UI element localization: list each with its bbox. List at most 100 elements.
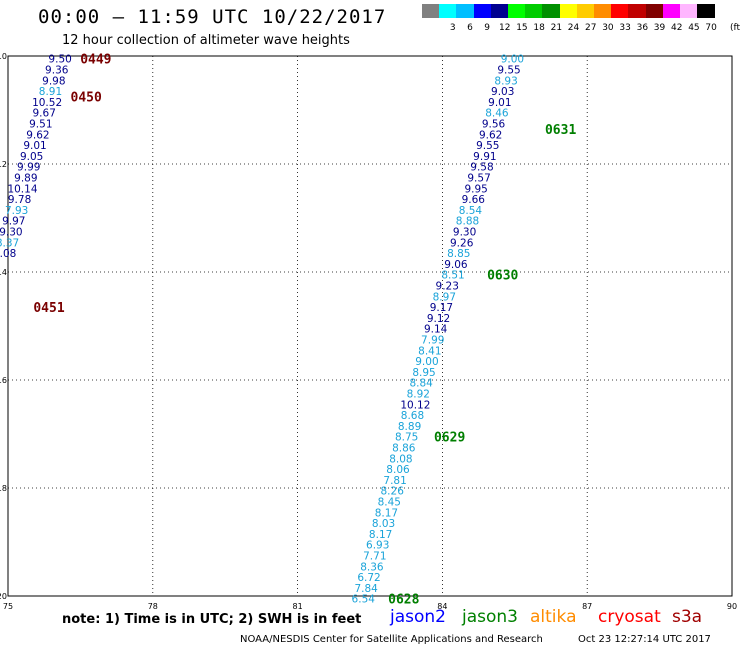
legend-label: 42: [671, 23, 683, 33]
wave-height-value: 8.92: [407, 389, 430, 401]
timestamp-text: Oct 23 12:27:14 UTC 2017: [578, 634, 711, 645]
legend-label: 18: [533, 23, 545, 33]
lon-tick-label: 81: [293, 602, 303, 611]
wave-height-value: 7.81: [383, 475, 406, 487]
legend-swatch: [508, 4, 526, 18]
map-grid: [7, 55, 733, 597]
wave-height-value: 8.17: [369, 529, 392, 541]
wave-height-value: 9.00: [415, 356, 438, 368]
wave-height-value: 9.98: [42, 75, 65, 87]
wave-height-value: 7.71: [363, 551, 386, 563]
wave-height-value: 8.51: [441, 270, 464, 282]
wave-height-value: 8.75: [395, 432, 418, 444]
wave-height-value: 9.26: [450, 237, 474, 249]
page-title: 00:00 – 11:59 UTC 10/22/2017: [38, 6, 387, 28]
wave-height-value: 10.12: [400, 399, 430, 411]
legend-swatch: [473, 4, 492, 18]
wave-height-value: 9.78: [8, 194, 31, 206]
legend-swatch: [542, 4, 561, 18]
wave-height-value: 9.17: [430, 302, 453, 314]
legend-swatch: [422, 4, 440, 18]
wave-height-value: 9.23: [436, 281, 459, 293]
wave-height-value: 10.14: [7, 183, 37, 195]
legend-swatch: [525, 4, 543, 18]
wave-height-value: 8.54: [459, 205, 483, 217]
lat-tick-label: -10: [0, 52, 7, 61]
wave-height-value: 9.05: [20, 151, 43, 163]
wave-height-value: 6.93: [366, 540, 389, 552]
wave-height-value: 10.52: [32, 97, 62, 109]
legend-label: 15: [516, 23, 528, 33]
lon-tick-label: 90: [727, 602, 737, 611]
wave-height-value: 8.08: [389, 453, 412, 465]
legend-label: 24: [567, 23, 580, 33]
lat-tick-label: -18: [0, 484, 7, 493]
lon-tick-label: 87: [582, 602, 592, 611]
wave-height-value: 8.26: [381, 486, 405, 498]
wave-height-value: 8.93: [494, 75, 517, 87]
wave-height-value: 9.50: [48, 54, 71, 66]
wave-height-value: 9.08: [0, 248, 16, 260]
legend-label: 21: [550, 23, 563, 33]
legend-label: 3: [449, 23, 456, 33]
satellite-name: jason2: [390, 607, 446, 627]
wave-height-value: 9.03: [491, 86, 514, 98]
wave-height-value: 9.67: [33, 108, 56, 120]
legend-swatch: [559, 4, 578, 18]
lon-tick-label: 75: [3, 602, 13, 611]
wave-height-value: 8.06: [386, 464, 410, 476]
map-tick-labels: 75 78 81 84 87 90 -10 -12 -14 -16 -18 -20: [0, 52, 737, 611]
legend-label: 6: [467, 23, 473, 33]
wave-height-value: 9.57: [467, 173, 490, 185]
wave-height-value: 7.99: [421, 335, 444, 347]
map-frame: [7, 55, 733, 597]
pass-time-label: 0629: [434, 431, 465, 446]
legend-swatch: [680, 4, 698, 18]
wave-height-value: 9.97: [2, 216, 25, 228]
wave-height-value: 8.46: [485, 108, 509, 120]
wave-height-value: 8.97: [433, 291, 456, 303]
lat-tick-label: -20: [0, 592, 7, 601]
pass-time-label: 0451: [33, 301, 64, 316]
wave-height-value: 8.84: [409, 378, 433, 390]
wave-height-value: 9.95: [464, 183, 487, 195]
wave-height-value: 9.51: [29, 119, 52, 131]
wave-height-value: 9.66: [462, 194, 486, 206]
legend-label: 27: [585, 23, 597, 33]
wave-height-value: 9.89: [14, 173, 37, 185]
footer-note: note: 1) Time is in UTC; 2) SWH is in fe…: [62, 612, 362, 627]
wave-height-value: 9.62: [26, 129, 49, 141]
legend-label: 36: [636, 23, 649, 33]
wave-height-value: 9.91: [473, 151, 496, 163]
observation-layer: 9.509.369.988.9110.529.679.519.629.019.0…: [0, 54, 524, 606]
wave-height-value: 8.89: [398, 421, 421, 433]
wave-height-value: 9.14: [424, 324, 448, 336]
wave-height-value: 9.55: [476, 140, 499, 152]
wave-height-value: 9.30: [0, 227, 23, 239]
wave-height-value: 8.88: [456, 216, 479, 228]
wave-height-value: 9.58: [470, 162, 493, 174]
pass-time-label: 0450: [71, 91, 102, 106]
legend-swatch: [456, 4, 475, 18]
wave-height-value: 9.62: [479, 129, 502, 141]
satellite-name: altika: [530, 607, 577, 627]
lat-tick-label: -14: [0, 268, 7, 277]
wave-height-value: 8.91: [39, 86, 62, 98]
wave-height-value: 8.95: [412, 367, 435, 379]
wave-height-value: 9.30: [453, 227, 476, 239]
legend-swatch: [611, 4, 629, 18]
legend-swatch: [439, 4, 457, 18]
lat-tick-label: -12: [0, 160, 7, 169]
wave-height-value: 9.06: [444, 259, 468, 271]
wave-height-value: 8.85: [447, 248, 470, 260]
legend-swatch: [645, 4, 664, 18]
wave-height-value: 8.37: [0, 237, 19, 249]
lon-tick-label: 84: [437, 602, 447, 611]
wave-height-value: 8.86: [392, 443, 416, 455]
pass-time-label: 0628: [388, 593, 419, 608]
legend-swatch: [594, 4, 612, 18]
wave-height-value: 9.01: [23, 140, 46, 152]
legend-swatch: [662, 4, 681, 18]
wave-height-value: 8.36: [360, 561, 384, 573]
